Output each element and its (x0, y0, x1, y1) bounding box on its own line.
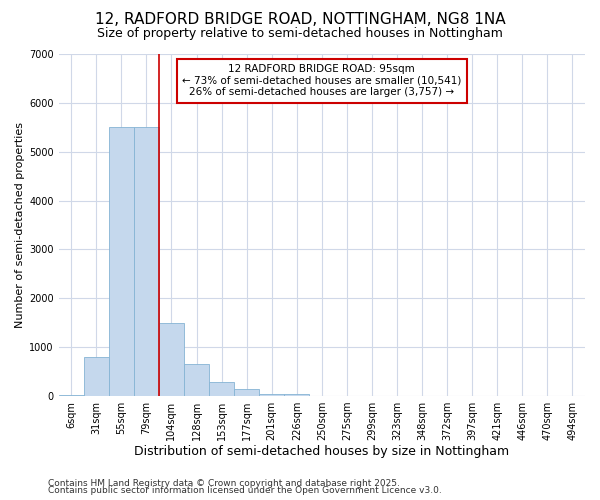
Bar (259, 394, 284, 396)
Bar (209, 382, 234, 396)
Bar (109, 128, 134, 396)
Bar (84, 357, 109, 396)
X-axis label: Distribution of semi-detached houses by size in Nottingham: Distribution of semi-detached houses by … (134, 444, 509, 458)
Text: Contains HM Land Registry data © Crown copyright and database right 2025.: Contains HM Land Registry data © Crown c… (48, 478, 400, 488)
Bar (159, 322, 184, 396)
Text: 12 RADFORD BRIDGE ROAD: 95sqm
← 73% of semi-detached houses are smaller (10,541): 12 RADFORD BRIDGE ROAD: 95sqm ← 73% of s… (182, 64, 461, 98)
Text: 12, RADFORD BRIDGE ROAD, NOTTINGHAM, NG8 1NA: 12, RADFORD BRIDGE ROAD, NOTTINGHAM, NG8… (95, 12, 505, 28)
Text: Size of property relative to semi-detached houses in Nottingham: Size of property relative to semi-detach… (97, 28, 503, 40)
Bar (284, 394, 309, 396)
Y-axis label: Number of semi-detached properties: Number of semi-detached properties (15, 122, 25, 328)
Text: Contains public sector information licensed under the Open Government Licence v3: Contains public sector information licen… (48, 486, 442, 495)
Bar (134, 128, 159, 396)
Bar (234, 388, 259, 396)
Bar (184, 364, 209, 396)
